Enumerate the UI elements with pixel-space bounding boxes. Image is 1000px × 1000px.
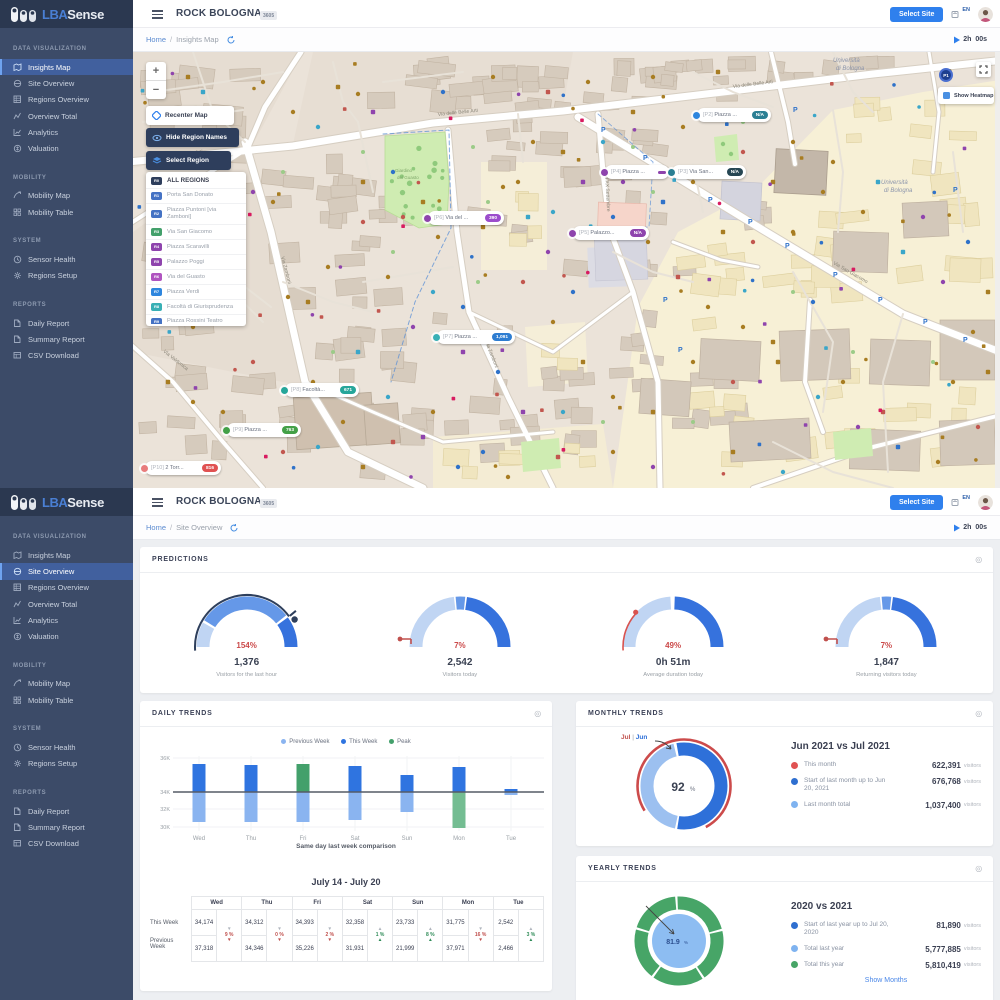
- svg-text:P: P: [678, 347, 683, 354]
- svg-text:Università: Università: [881, 180, 908, 186]
- svg-text:Mon: Mon: [453, 836, 465, 842]
- svg-text:32K: 32K: [160, 807, 170, 813]
- svg-text:P: P: [748, 219, 753, 226]
- svg-text:36K: 36K: [160, 756, 170, 762]
- svg-text:%: %: [684, 940, 688, 945]
- svg-text:Tue: Tue: [506, 836, 517, 842]
- svg-text:%: %: [690, 787, 696, 793]
- svg-text:P: P: [785, 243, 790, 250]
- svg-text:P: P: [663, 297, 668, 304]
- svg-text:81.9: 81.9: [666, 939, 680, 946]
- svg-text:del Guasto: del Guasto: [397, 175, 419, 180]
- svg-text:Giardino: Giardino: [395, 168, 413, 173]
- svg-text:P: P: [833, 272, 838, 279]
- svg-text:Via XX Settembre: Via XX Settembre: [603, 172, 611, 212]
- svg-text:Via delle Belle Arti: Via delle Belle Arti: [438, 108, 479, 118]
- svg-text:P: P: [923, 319, 928, 326]
- svg-text:34K: 34K: [160, 790, 170, 796]
- svg-text:di Bologna: di Bologna: [836, 66, 865, 72]
- svg-text:92: 92: [671, 780, 685, 794]
- svg-text:Sun: Sun: [402, 836, 413, 842]
- svg-text:Università: Università: [833, 58, 860, 64]
- svg-text:Fri: Fri: [300, 836, 307, 842]
- svg-text:P: P: [878, 297, 883, 304]
- svg-text:Via delle Belle Arti: Via delle Belle Arti: [733, 79, 774, 90]
- svg-text:Thu: Thu: [246, 836, 256, 842]
- svg-text:30K: 30K: [160, 825, 170, 831]
- svg-text:Sat: Sat: [350, 836, 359, 842]
- svg-text:Wed: Wed: [193, 836, 205, 842]
- svg-text:P: P: [708, 197, 713, 204]
- svg-text:di Bologna: di Bologna: [884, 188, 913, 194]
- svg-text:P: P: [643, 155, 648, 162]
- svg-text:P: P: [793, 107, 798, 114]
- svg-text:P: P: [953, 187, 958, 194]
- svg-text:P: P: [963, 337, 968, 344]
- svg-text:P: P: [601, 127, 606, 134]
